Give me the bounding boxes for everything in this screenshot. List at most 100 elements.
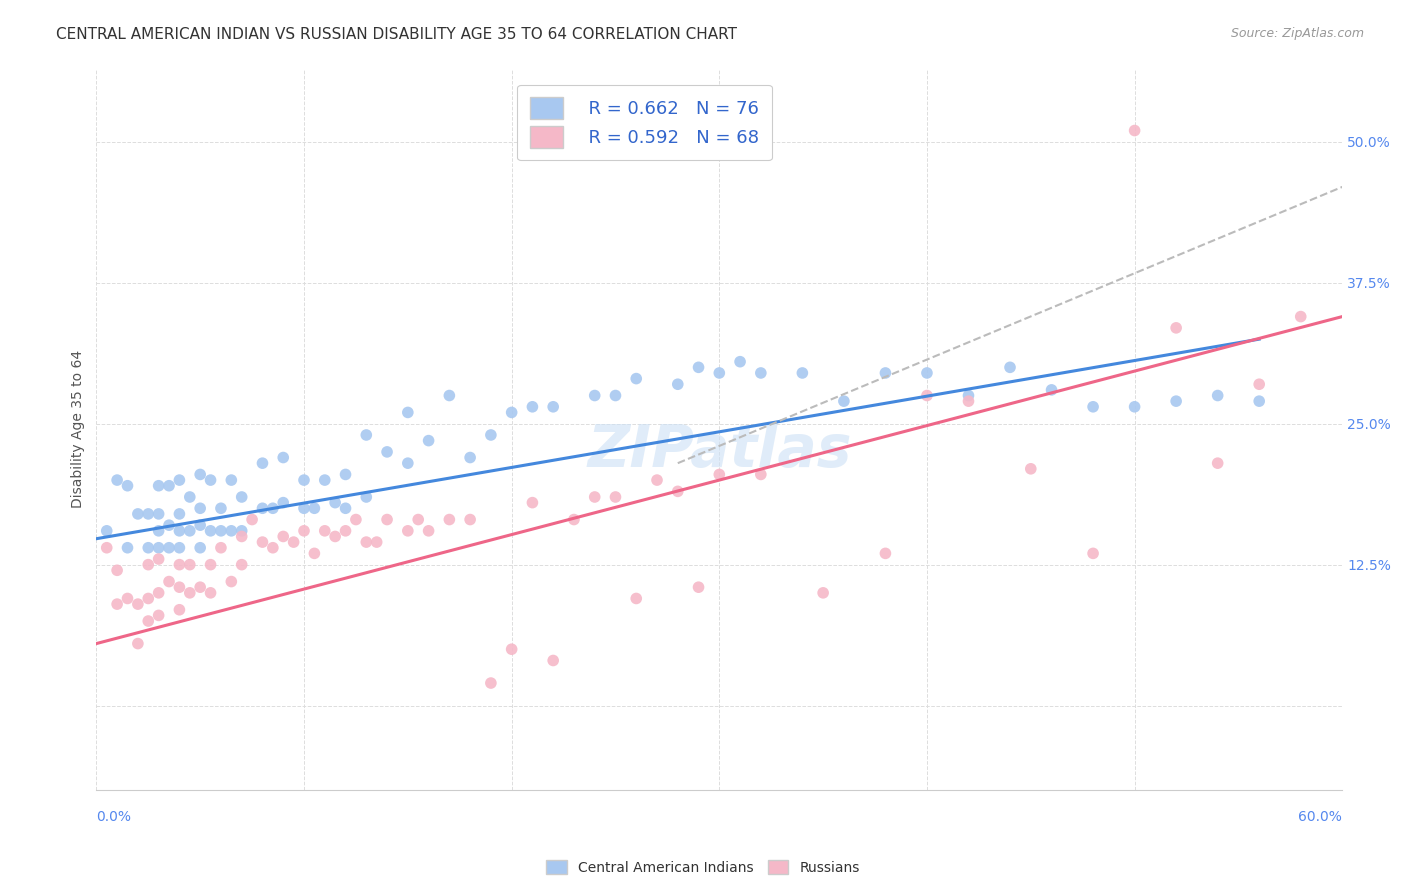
Point [366,535,388,549]
Point [458,512,481,526]
Point [292,501,315,516]
Point [583,388,606,402]
Legend:   R = 0.662   N = 76,   R = 0.592   N = 68: R = 0.662 N = 76, R = 0.592 N = 68 [517,85,772,161]
Point [1019,462,1042,476]
Point [344,512,367,526]
Text: Source: ZipAtlas.com: Source: ZipAtlas.com [1230,27,1364,40]
Point [323,529,346,543]
Point [605,388,627,402]
Point [1166,394,1188,409]
Point [688,580,710,594]
Point [832,394,855,409]
Point [283,535,305,549]
Point [169,473,191,487]
Point [105,473,128,487]
Point [179,586,201,600]
Point [157,541,180,555]
Point [356,490,378,504]
Point [957,388,980,402]
Point [262,501,284,516]
Point [709,467,731,482]
Point [136,558,159,572]
Point [605,490,627,504]
Point [117,479,139,493]
Point [96,541,118,555]
Point [271,450,294,465]
Point [957,394,980,409]
Point [148,524,170,538]
Point [231,490,253,504]
Point [356,428,378,442]
Point [335,524,357,538]
Point [479,428,502,442]
Text: 60.0%: 60.0% [1298,811,1343,824]
Point [458,450,481,465]
Point [188,541,211,555]
Point [200,558,222,572]
Point [749,366,772,380]
Point [188,501,211,516]
Point [157,574,180,589]
Point [292,524,315,538]
Point [439,388,461,402]
Point [221,524,243,538]
Point [136,541,159,555]
Point [252,501,274,516]
Point [1249,377,1271,392]
Point [169,507,191,521]
Point [200,524,222,538]
Point [231,558,253,572]
Point [105,563,128,577]
Point [562,512,585,526]
Point [148,586,170,600]
Point [356,535,378,549]
Point [583,490,606,504]
Point [998,360,1021,375]
Point [231,529,253,543]
Point [1206,388,1229,402]
Point [148,541,170,555]
Point [127,637,149,651]
Point [292,473,315,487]
Text: ZIPatlas: ZIPatlas [588,423,852,480]
Point [666,377,689,392]
Point [148,507,170,521]
Point [240,512,263,526]
Point [479,676,502,690]
Point [188,580,211,594]
Point [335,467,357,482]
Point [136,614,159,628]
Point [522,400,544,414]
Point [439,512,461,526]
Point [811,586,834,600]
Point [335,501,357,516]
Point [1123,123,1146,137]
Point [96,524,118,538]
Point [626,591,648,606]
Point [915,388,938,402]
Point [271,529,294,543]
Point [169,524,191,538]
Point [169,541,191,555]
Point [1040,383,1063,397]
Point [221,473,243,487]
Point [169,603,191,617]
Point [915,366,938,380]
Point [252,456,274,470]
Point [396,456,419,470]
Point [375,445,398,459]
Point [271,495,294,509]
Point [541,400,564,414]
Point [252,535,274,549]
Point [179,558,201,572]
Point [209,524,232,538]
Point [231,524,253,538]
Point [200,473,222,487]
Text: CENTRAL AMERICAN INDIAN VS RUSSIAN DISABILITY AGE 35 TO 64 CORRELATION CHART: CENTRAL AMERICAN INDIAN VS RUSSIAN DISAB… [56,27,737,42]
Point [127,507,149,521]
Point [169,580,191,594]
Point [117,541,139,555]
Point [221,574,243,589]
Point [709,366,731,380]
Point [522,495,544,509]
